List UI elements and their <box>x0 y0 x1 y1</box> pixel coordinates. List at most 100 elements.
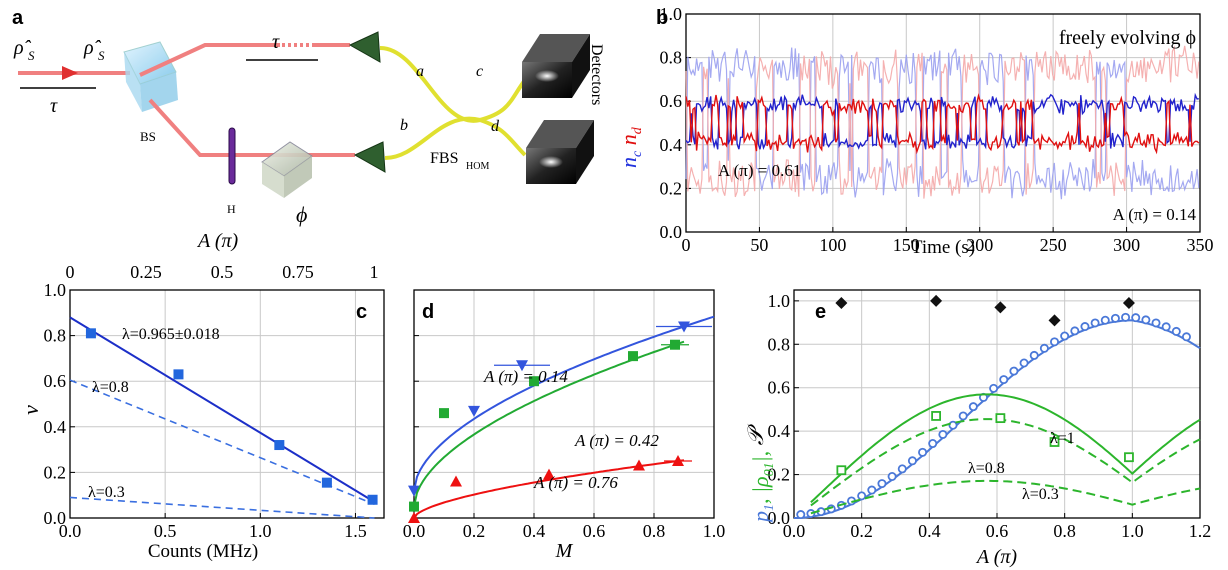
data-point <box>529 376 539 387</box>
y-tick-label: 0.6 <box>768 378 791 398</box>
x-tick-label: 250 <box>1040 235 1067 255</box>
fbs-sub: HOM <box>466 161 489 172</box>
curve-label: λ=1 <box>1050 430 1075 447</box>
p1-point <box>1060 331 1070 341</box>
coupler-a-icon <box>348 31 381 63</box>
p1-point <box>948 420 958 430</box>
trace-e01010 <box>685 93 1200 155</box>
x-tick-label: 0.2 <box>463 521 486 541</box>
port-d: d <box>491 118 500 135</box>
x-tick-label: 1.0 <box>703 521 726 541</box>
fiber-b <box>384 116 527 160</box>
curve-label: λ=0.8 <box>968 460 1005 477</box>
x-tick-label: 0.4 <box>523 521 546 541</box>
rho-curve <box>810 479 1201 515</box>
y-tick-label: 0.6 <box>44 371 67 391</box>
data-point <box>672 455 684 466</box>
dashed-label: λ=0.8 <box>92 379 129 396</box>
p1-point <box>857 491 867 501</box>
data-point <box>439 408 449 419</box>
fit-curve <box>413 340 685 507</box>
panel-label-a: a <box>12 7 24 29</box>
half-wave-plate-icon <box>228 127 236 185</box>
data-point <box>628 351 638 362</box>
beam-arrow-icon <box>62 66 78 80</box>
top-axis-title: A (π) <box>196 230 239 252</box>
panel-label-c: c <box>356 301 367 323</box>
panel-c-visibility: 0.0 0.5 1.0 1.5 0.0 0.2 0.4 0.6 0.8 1.0 c λ=0.965±0… <box>18 280 385 562</box>
setup-diagram: a ρ̂ S ρ̂ S τ BS τ H ϕ <box>12 7 605 282</box>
port-a: a <box>416 63 424 80</box>
data-point <box>409 501 419 512</box>
x-tick-label: 0.0 <box>403 521 426 541</box>
p1-point <box>1070 326 1080 336</box>
p1-point <box>1131 313 1141 323</box>
data-point <box>85 328 96 339</box>
x-axis-label: Time (s) <box>911 237 975 258</box>
x-tick-label: 0.6 <box>986 521 1009 541</box>
rho-in-sub: S <box>28 48 35 63</box>
p1-point <box>907 456 917 466</box>
rho-out-sub: S <box>98 48 105 63</box>
fit-line <box>69 316 376 503</box>
annotation: A (π) = 0.14 <box>1113 205 1197 224</box>
dashed-label: λ=0.3 <box>88 484 125 501</box>
y-axis-label: ν <box>18 405 43 415</box>
p1-point <box>968 402 978 412</box>
p1-point <box>1181 332 1191 342</box>
x-tick-label: 0.2 <box>850 521 873 541</box>
rho-curve <box>810 418 1201 507</box>
x-tick-label: 50 <box>750 235 768 255</box>
panel-b-timeseries: b 0 50 100 150 200 250 300 350 0.0 0.2 0.4 0.6 0.8 1.0… <box>616 4 1214 258</box>
data-point <box>408 512 420 523</box>
p1-point <box>867 485 877 495</box>
x-tick-label: 0.0 <box>783 521 806 541</box>
trace-f4a8a8 <box>685 45 1200 199</box>
fit-curve <box>413 315 715 491</box>
top-axis-tick: 0.75 <box>282 262 314 282</box>
port-b: b <box>400 117 408 134</box>
rho-point <box>1124 452 1134 463</box>
rho-point <box>836 465 847 476</box>
y-tick-label: 0.8 <box>660 48 683 68</box>
p1-point <box>1151 318 1161 328</box>
y-axis-label: p1, |ρ01|, 𝒫 <box>743 423 777 524</box>
y-tick-label: 0.4 <box>44 417 67 437</box>
x-tick-label: 1.5 <box>344 521 367 541</box>
x-axis-label: Counts (MHz) <box>148 541 258 562</box>
data-point <box>450 475 462 487</box>
purity-point <box>835 297 848 310</box>
detector-c-icon <box>522 34 590 98</box>
curve-label: λ=0.3 <box>1022 486 1059 503</box>
y-tick-label: 0.4 <box>660 135 683 155</box>
panel-label-e: e <box>815 301 826 323</box>
x-axis-label: A (π) <box>975 546 1018 568</box>
fbs-label: FBS <box>430 150 458 167</box>
y-tick-label: 1.0 <box>660 4 683 24</box>
p1-point <box>1090 318 1100 328</box>
data-point <box>367 494 378 505</box>
trace-2222cc <box>685 92 1199 151</box>
y-tick-label: 0.2 <box>768 465 791 485</box>
y-tick-label: 0.2 <box>44 462 67 482</box>
p1-point <box>928 439 938 449</box>
dashed-line <box>69 496 375 519</box>
y-tick-label: 0.8 <box>768 334 791 354</box>
coupler-b-icon <box>353 141 386 173</box>
series-label: A (π) = 0.42 <box>574 431 659 450</box>
p1-point <box>1110 313 1120 323</box>
x-tick-label: 350 <box>1187 235 1214 255</box>
x-tick-label: 200 <box>966 235 993 255</box>
p1-point <box>1029 350 1039 360</box>
p1-point <box>1009 366 1019 376</box>
data-point <box>408 485 420 497</box>
dashed-line <box>69 379 375 506</box>
h-label: H <box>227 202 236 216</box>
top-axis: 0 0.25 0.5 0.75 1 <box>66 262 379 282</box>
x-axis-label: M <box>555 540 574 562</box>
top-axis-tick: 0.25 <box>130 262 162 282</box>
y-tick-label: 0.4 <box>768 421 791 441</box>
p1-point <box>1100 315 1110 325</box>
phi-label: ϕ <box>296 202 307 227</box>
